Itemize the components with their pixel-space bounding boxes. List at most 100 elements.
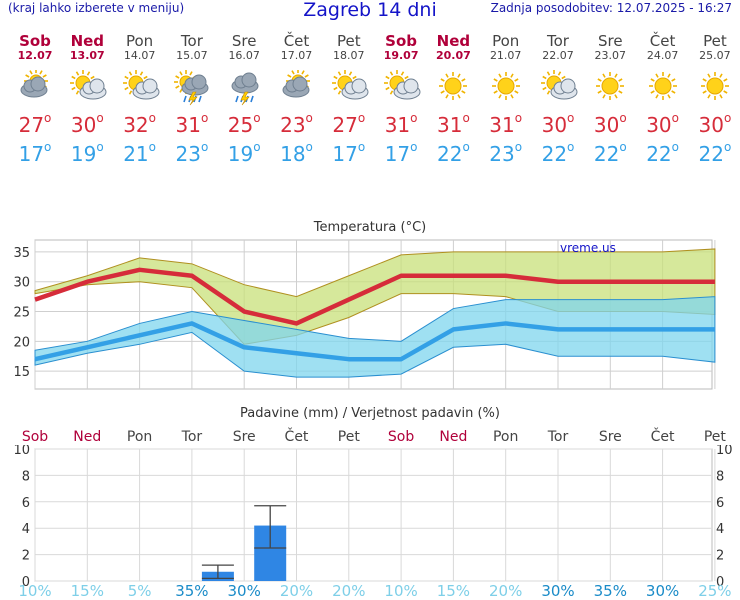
last-update: Zadnja posodobitev: 12.07.2025 - 16:27 xyxy=(490,1,732,15)
y-tick-label-right: 6 xyxy=(716,496,724,511)
temp-min: 23o xyxy=(175,140,209,166)
sun-cloud-icon xyxy=(323,70,375,104)
temp-min: 19o xyxy=(70,140,104,166)
day-date: 19.07 xyxy=(383,49,419,62)
precip-day-label: Ned xyxy=(73,429,102,445)
precip-day-label: Pon xyxy=(126,429,153,445)
day-column: Pon 21.07 xyxy=(480,32,532,63)
thunder-rain-icon xyxy=(218,70,270,106)
day-name: Ned xyxy=(70,32,105,50)
day-name: Pet xyxy=(703,32,727,50)
temp-max: 32o xyxy=(123,111,156,137)
sun-icon xyxy=(584,70,636,104)
day-name: Ned xyxy=(436,32,471,50)
precip-probability: 30% xyxy=(227,582,261,600)
y-tick-label: 8 xyxy=(22,469,30,484)
day-name: Sre xyxy=(231,32,257,50)
precip-day-label: Pon xyxy=(492,429,519,445)
sun-icon xyxy=(427,70,479,104)
y-tick-label: 25 xyxy=(13,306,30,321)
y-tick-label-right: 10 xyxy=(716,445,733,458)
day-column: Ned 20.07 xyxy=(427,32,479,63)
precip-day-label: Sre xyxy=(232,429,256,445)
temp-max: 31o xyxy=(436,111,470,137)
y-tick-label: 4 xyxy=(22,522,30,537)
day-date: 13.07 xyxy=(69,49,105,62)
temp-min: 23o xyxy=(489,140,523,166)
max-temp-line xyxy=(34,267,715,326)
temp-max: 30o xyxy=(70,111,104,137)
temp-max: 30o xyxy=(541,111,575,137)
location-hint[interactable]: (kraj lahko izberete v meniju) xyxy=(8,1,185,15)
precip-day-label: Pet xyxy=(703,429,726,445)
y-tick-label-right: 8 xyxy=(716,469,724,484)
min-temp-range xyxy=(34,296,716,378)
day-column: Ned 13.07 xyxy=(61,32,113,63)
day-date: 20.07 xyxy=(435,49,471,62)
day-date: 21.07 xyxy=(489,49,522,62)
sun-cloud-icon xyxy=(61,70,113,104)
temp-max: 31o xyxy=(175,111,209,137)
min-temp-line xyxy=(34,321,715,362)
temp-min: 22o xyxy=(646,140,679,166)
day-date: 14.07 xyxy=(123,49,156,62)
day-date: 24.07 xyxy=(646,49,679,62)
temperature-chart-title: Temperatura (°C) xyxy=(313,220,427,235)
temp-min: 21o xyxy=(123,140,156,166)
precip-day-label: Sre xyxy=(598,429,622,445)
day-column: Pon 14.07 xyxy=(114,34,166,63)
partly-cloudy-icon xyxy=(9,69,61,104)
plot-area xyxy=(34,448,713,582)
precip-probability: 20% xyxy=(279,582,314,600)
y-tick-label-right: 2 xyxy=(716,549,724,564)
partly-cloudy-icon xyxy=(271,69,323,104)
day-name: Čet xyxy=(283,32,310,50)
day-date: 16.07 xyxy=(228,49,260,62)
y-tick-label: 35 xyxy=(13,246,30,261)
temp-min: 17o xyxy=(18,140,52,166)
precip-probability: 15% xyxy=(70,582,104,600)
temp-max: 23o xyxy=(280,111,313,137)
temp-max: 31o xyxy=(489,111,523,137)
y-tick-label-right: 4 xyxy=(716,522,724,537)
day-column: Pet 25.07 xyxy=(689,32,740,63)
temp-max: 31o xyxy=(384,111,418,137)
y-tick-label: 10 xyxy=(13,445,30,458)
temp-min: 17o xyxy=(332,140,366,166)
sun-icon xyxy=(637,70,689,104)
temp-min: 22o xyxy=(593,140,627,166)
day-date: 22.07 xyxy=(542,49,574,62)
precip-day-label: Pet xyxy=(337,429,360,445)
y-tick-label: 6 xyxy=(22,496,30,511)
precip-probability: 20% xyxy=(489,582,523,600)
page-title: Zagreb 14 dni xyxy=(303,0,437,21)
day-name: Pet xyxy=(336,32,361,50)
precip-day-label: Čet xyxy=(284,429,309,445)
precip-probability: 10% xyxy=(384,582,418,600)
day-date: 18.07 xyxy=(333,49,365,62)
y-tick-label-right: 0 xyxy=(716,575,724,590)
watermark[interactable]: vreme.us xyxy=(560,241,616,255)
temperature-chart: 15 20 25 30 35 xyxy=(13,239,716,390)
y-tick-label: 30 xyxy=(13,276,30,291)
precip-probability: 25% xyxy=(698,582,732,600)
precip-day-label: Tor xyxy=(547,429,569,445)
day-column: Tor 15.07 xyxy=(166,32,218,63)
temp-max: 30o xyxy=(698,111,732,137)
temp-min: 19o xyxy=(227,140,261,166)
day-date: 25.07 xyxy=(699,49,731,62)
y-tick-label: 20 xyxy=(13,335,30,350)
sun-icon xyxy=(689,70,740,104)
precip-probability: 5% xyxy=(127,582,152,600)
precip-probability: 35% xyxy=(593,582,627,600)
precip-day-label: Sob xyxy=(387,429,415,445)
precip-day-label: Sob xyxy=(21,429,49,445)
day-date: 15.07 xyxy=(176,49,208,62)
temp-min: 18o xyxy=(280,140,313,166)
temp-max: 30o xyxy=(646,111,679,137)
day-name: Sre xyxy=(598,32,623,50)
sun-thunder-rain-icon xyxy=(166,70,218,106)
day-name: Tor xyxy=(180,32,203,50)
day-name: Pon xyxy=(492,32,520,50)
sun-icon xyxy=(480,70,532,104)
